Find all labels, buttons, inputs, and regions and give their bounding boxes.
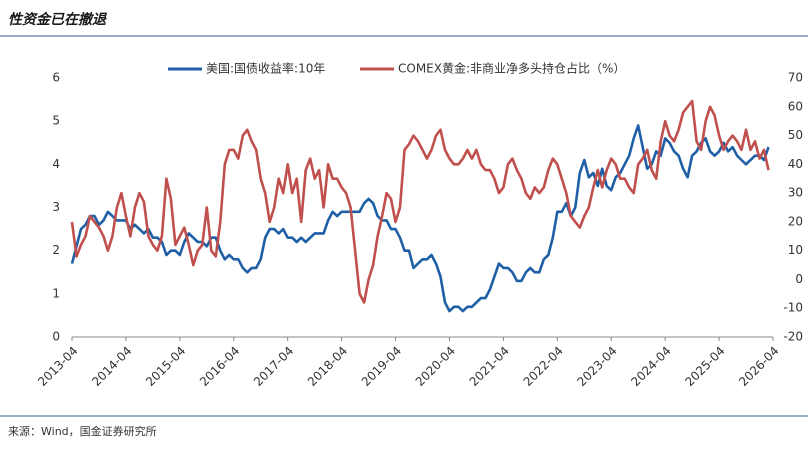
x-tick-label: 2024-04: [628, 344, 673, 389]
legend-label: COMEX黄金:非商业净多头持仓占比（%）: [398, 61, 625, 76]
y-tick-label: 2: [52, 243, 60, 257]
y2-tick-label: 60: [788, 99, 803, 113]
y-tick-label: 0: [52, 330, 60, 344]
y-tick-label: 5: [52, 114, 60, 128]
x-tick-label: 2015-04: [143, 344, 188, 389]
y2-tick-label: 30: [788, 186, 803, 200]
y2-tick-label: 10: [788, 243, 803, 257]
y-tick-label: 6: [52, 71, 60, 85]
x-tick-label: 2020-04: [413, 344, 458, 389]
x-tick-label: 2013-04: [35, 344, 80, 389]
x-tick-label: 2019-04: [359, 344, 404, 389]
x-tick-label: 2014-04: [89, 344, 134, 389]
y2-tick-label: 0: [795, 272, 803, 286]
legend-label: 美国:国债收益率:10年: [206, 61, 325, 76]
x-tick-label: 2022-04: [521, 344, 566, 389]
x-tick-label: 2016-04: [197, 344, 242, 389]
x-tick-label: 2025-04: [682, 344, 727, 389]
y2-tick-label: 40: [788, 157, 803, 171]
x-tick-label: 2023-04: [574, 344, 619, 389]
x-tick-label: 2017-04: [251, 344, 296, 389]
y2-tick-label: 50: [788, 128, 803, 142]
y2-tick-label: -20: [783, 330, 803, 344]
y2-tick-label: 20: [788, 214, 803, 228]
y-tick-label: 4: [52, 157, 60, 171]
y2-tick-label: 70: [788, 71, 803, 85]
series-line: [70, 124, 770, 313]
x-tick-label: 2021-04: [467, 344, 512, 389]
chart-title: 性资金已在撤退: [8, 11, 108, 28]
y-tick-label: 3: [52, 200, 60, 214]
series-line: [70, 99, 770, 304]
source: 来源：Wind，国金证券研究所: [8, 424, 157, 438]
y2-tick-label: -10: [783, 301, 803, 315]
y-tick-label: 1: [52, 286, 60, 300]
x-tick-label: 2018-04: [305, 344, 350, 389]
x-tick-label: 2026-04: [736, 344, 781, 389]
